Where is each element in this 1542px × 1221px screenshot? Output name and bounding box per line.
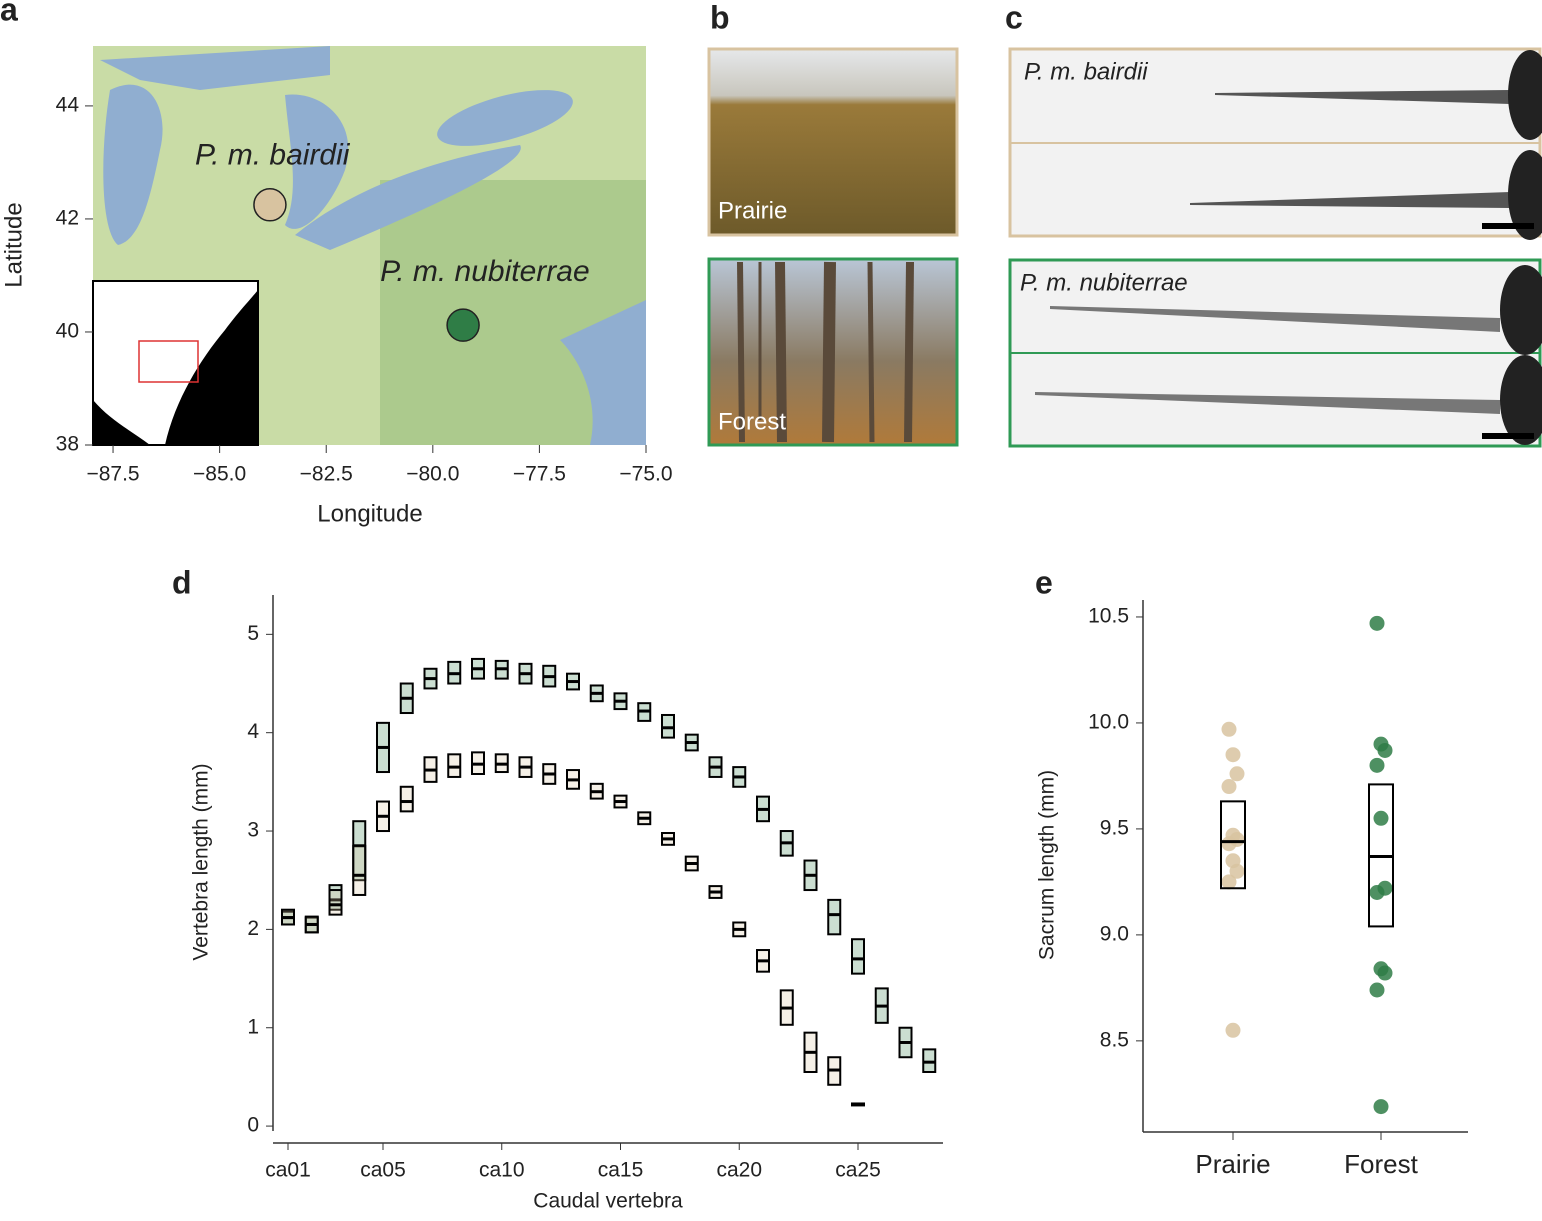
point: [1221, 874, 1237, 890]
photo-label: Forest: [718, 408, 786, 435]
y-tick-label: 44: [56, 93, 80, 116]
prairie-photo: [707, 47, 959, 237]
box: [1220, 800, 1246, 890]
x-tick-label: −82.5: [300, 463, 353, 486]
x-tick-label: −87.5: [86, 463, 139, 486]
box: [328, 889, 343, 916]
x-tick-label: −80.0: [406, 463, 459, 486]
panel-letter: b: [710, 0, 730, 35]
point: [1221, 836, 1237, 852]
box: [399, 785, 414, 813]
point: [1369, 757, 1385, 773]
x-tick-label: −85.0: [193, 463, 246, 486]
panel-letter: a: [0, 0, 18, 27]
site-label: P. m. nubiterrae: [380, 255, 590, 288]
y-axis-label: Sacrum length (mm): [1036, 770, 1059, 960]
point: [1377, 742, 1393, 758]
y-tick-label: 9.5: [1100, 816, 1129, 839]
point: [1369, 884, 1385, 900]
y-tick-label: 8.5: [1100, 1028, 1129, 1051]
point: [1377, 965, 1393, 981]
y-tick-label: 10.0: [1088, 710, 1129, 733]
box: [851, 938, 865, 975]
y-axis-label: Vertebra length (mm): [190, 763, 213, 960]
point: [1369, 615, 1385, 631]
x-tick-label: ca20: [716, 1159, 762, 1182]
y-tick-label: 10.5: [1088, 605, 1129, 628]
point: [1229, 863, 1245, 879]
map: [93, 46, 646, 445]
panel-letter: d: [172, 564, 192, 600]
x-tick-label: ca10: [479, 1159, 525, 1182]
xray-label: P. m. bairdii: [1024, 58, 1148, 85]
xray-label: P. m. nubiterrae: [1020, 269, 1188, 296]
xray-panel: [1008, 47, 1542, 448]
panel-letter: c: [1005, 0, 1023, 35]
y-tick-label: 3: [247, 819, 259, 842]
y-tick-label: 40: [56, 320, 79, 343]
point: [1369, 982, 1385, 998]
box: [827, 898, 842, 936]
y-tick-label: 1: [247, 1015, 259, 1038]
y-tick-label: 5: [247, 622, 259, 645]
point: [1225, 747, 1241, 763]
box: [352, 844, 367, 896]
x-tick-label: Forest: [1344, 1149, 1418, 1179]
x-tick-label: −75.0: [619, 463, 672, 486]
x-tick-label: ca25: [835, 1159, 881, 1182]
y-tick-label: 9.0: [1100, 922, 1129, 945]
x-tick-label: −77.5: [513, 463, 566, 486]
y-tick-label: 38: [56, 433, 79, 456]
point: [1229, 766, 1245, 782]
point: [1221, 779, 1237, 795]
x-tick-label: ca15: [598, 1159, 644, 1182]
photo-label: Prairie: [718, 197, 787, 224]
point: [1373, 1099, 1389, 1115]
point: [1225, 1022, 1241, 1038]
x-axis-label: Longitude: [317, 500, 422, 527]
trees: [737, 261, 914, 443]
site-label: P. m. bairdii: [195, 139, 351, 172]
x-tick-label: Prairie: [1195, 1149, 1270, 1179]
x-tick-label: ca01: [265, 1159, 311, 1182]
point: [1221, 721, 1237, 737]
y-axis-label: Latitude: [0, 202, 27, 287]
panel-letter: e: [1035, 564, 1053, 600]
y-tick-label: 4: [247, 720, 259, 743]
y-tick-label: 42: [56, 206, 79, 229]
y-tick-label: 2: [247, 917, 259, 940]
site-point: [253, 188, 287, 222]
x-tick-label: ca05: [360, 1159, 406, 1182]
site-point: [446, 308, 480, 342]
point: [1373, 810, 1389, 826]
y-tick-label: 0: [247, 1114, 259, 1137]
x-axis-label: Caudal vertebra: [533, 1190, 683, 1213]
